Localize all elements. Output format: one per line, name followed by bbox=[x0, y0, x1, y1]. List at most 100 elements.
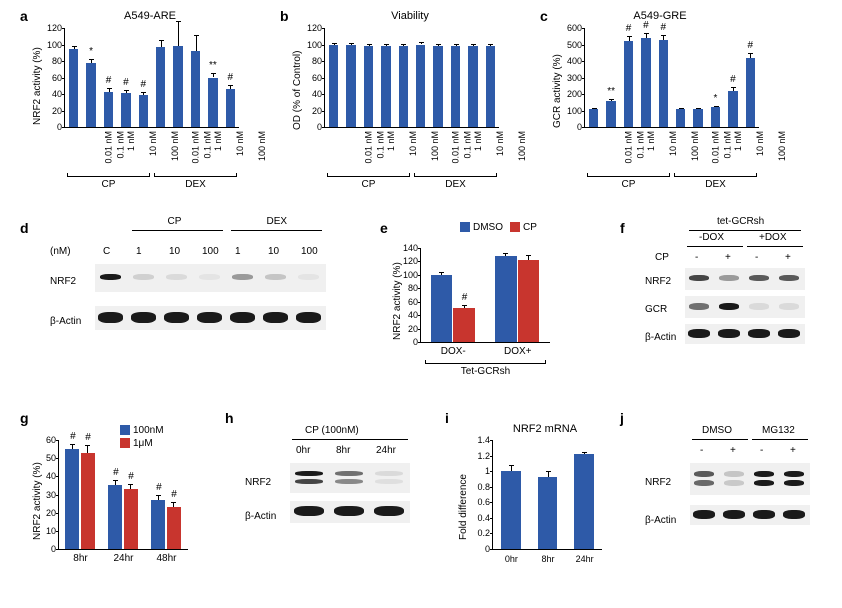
panel-j-blot: DMSOMG132-+-+NRF2β-Actin bbox=[645, 425, 825, 575]
xtick-label: 0hr bbox=[495, 554, 528, 564]
panel-i-title: NRF2 mRNA bbox=[490, 423, 600, 435]
significance-marker: # bbox=[134, 79, 154, 90]
group-label: CP bbox=[65, 179, 152, 190]
label: + bbox=[790, 445, 796, 456]
bar bbox=[606, 101, 616, 127]
xtick-label: 10 nM bbox=[408, 131, 418, 156]
bar bbox=[124, 489, 138, 549]
bar bbox=[589, 109, 599, 127]
label: GCR bbox=[645, 304, 667, 315]
significance-marker: * bbox=[706, 93, 726, 104]
legend-label-100nm: 100nM bbox=[133, 425, 164, 436]
panel-i-plot: 00.20.40.60.811.21.40hr8hr24hr bbox=[492, 440, 602, 550]
bar bbox=[121, 93, 131, 127]
bar bbox=[659, 40, 669, 127]
xtick-label: 100 nM bbox=[517, 131, 527, 161]
bar bbox=[574, 454, 594, 549]
super-group-label: Tet-GCRsh bbox=[421, 366, 550, 377]
significance-marker: ** bbox=[203, 60, 223, 71]
panel-c-title: A549-GRE bbox=[590, 10, 730, 22]
label: NRF2 bbox=[50, 276, 76, 287]
bar bbox=[693, 109, 703, 127]
panel-f-blot: tet-GCRsh-DOX+DOXCP-+-+NRF2GCRβ-Actin bbox=[645, 228, 825, 378]
xtick-label: DOX- bbox=[421, 346, 486, 357]
panel-d-label: d bbox=[20, 220, 29, 236]
bar bbox=[451, 46, 461, 127]
xtick-label: DOX+ bbox=[486, 346, 551, 357]
xtick-label: 0.01 nM bbox=[623, 131, 633, 164]
label: MG132 bbox=[762, 425, 795, 436]
label: β-Actin bbox=[645, 332, 676, 343]
group-label: DEX bbox=[412, 179, 499, 190]
bar bbox=[433, 46, 443, 127]
bar bbox=[453, 308, 475, 342]
panel-f-label: f bbox=[620, 220, 625, 236]
significance-marker: # bbox=[741, 40, 761, 51]
xtick-label: 100 nM bbox=[690, 131, 700, 161]
group-label: DEX bbox=[672, 179, 759, 190]
xtick-label: 0.1 nM bbox=[203, 131, 213, 159]
panel-g-plot: 0102030405060##8hr##24hr##48hr bbox=[58, 440, 188, 550]
label: + bbox=[725, 252, 731, 263]
panel-e-plot: 020406080100120140#DOX-DOX+Tet-GCRsh bbox=[420, 248, 550, 343]
significance-marker: # bbox=[163, 489, 186, 500]
bar bbox=[108, 485, 122, 549]
xtick-label: 1 nM bbox=[213, 131, 223, 151]
bar bbox=[641, 38, 651, 127]
group-label: CP bbox=[325, 179, 412, 190]
xtick-label: 0.1 nM bbox=[723, 131, 733, 159]
bar bbox=[329, 45, 339, 127]
xtick-label: 1 nM bbox=[386, 131, 396, 151]
panel-j-label: j bbox=[620, 410, 624, 426]
bar bbox=[69, 49, 79, 127]
xtick-label: 24hr bbox=[102, 553, 145, 564]
label: β-Actin bbox=[245, 511, 276, 522]
panel-c-label: c bbox=[540, 8, 548, 24]
xtick-label: 100 nM bbox=[257, 131, 267, 161]
panel-b-title: Viability bbox=[340, 10, 480, 22]
label: 1 bbox=[235, 246, 241, 257]
label: +DOX bbox=[759, 232, 787, 243]
label: (nM) bbox=[50, 246, 71, 257]
label: 10 bbox=[169, 246, 180, 257]
legend-e-dmso: DMSO bbox=[460, 222, 503, 233]
label: CP (100nM) bbox=[305, 425, 359, 436]
xtick-label: 0.01 nM bbox=[450, 131, 460, 164]
significance-marker: # bbox=[77, 432, 100, 443]
label: NRF2 bbox=[245, 477, 271, 488]
xtick-label: 100 nM bbox=[777, 131, 787, 161]
xtick-label: 24hr bbox=[568, 554, 601, 564]
bar bbox=[81, 453, 95, 549]
panel-d-blot: CPDEX(nM)C110100110100NRF2β-Actin bbox=[50, 228, 350, 348]
bar bbox=[728, 91, 738, 127]
panel-i-label: i bbox=[445, 410, 449, 426]
xtick-label: 0.1 nM bbox=[463, 131, 473, 159]
xtick-label: 8hr bbox=[59, 553, 102, 564]
bar bbox=[381, 46, 391, 127]
bar bbox=[399, 46, 409, 127]
bar bbox=[65, 449, 79, 549]
label: NRF2 bbox=[645, 276, 671, 287]
label: CP bbox=[168, 216, 182, 227]
xtick-label: 10 nM bbox=[235, 131, 245, 156]
bar bbox=[431, 275, 453, 342]
bar bbox=[711, 107, 721, 127]
xtick-label: 1 nM bbox=[126, 131, 136, 151]
bar bbox=[746, 58, 756, 127]
legend-e-cp: CP bbox=[510, 222, 537, 233]
label: β-Actin bbox=[50, 316, 81, 327]
label: + bbox=[785, 252, 791, 263]
label: - bbox=[700, 445, 703, 456]
label: DEX bbox=[267, 216, 288, 227]
group-label: CP bbox=[585, 179, 672, 190]
xtick-label: 10 nM bbox=[495, 131, 505, 156]
label: - bbox=[755, 252, 758, 263]
bar bbox=[226, 89, 236, 127]
legend-label-cp: CP bbox=[523, 222, 537, 233]
bar bbox=[468, 46, 478, 127]
panel-h-label: h bbox=[225, 410, 234, 426]
legend-label-1um: 1μM bbox=[133, 438, 153, 449]
panel-a-label: a bbox=[20, 8, 28, 24]
panel-a-plot: 0204060801001200.01 nM*0.1 nM#1 nM#10 nM… bbox=[64, 28, 239, 128]
bar bbox=[86, 63, 96, 127]
